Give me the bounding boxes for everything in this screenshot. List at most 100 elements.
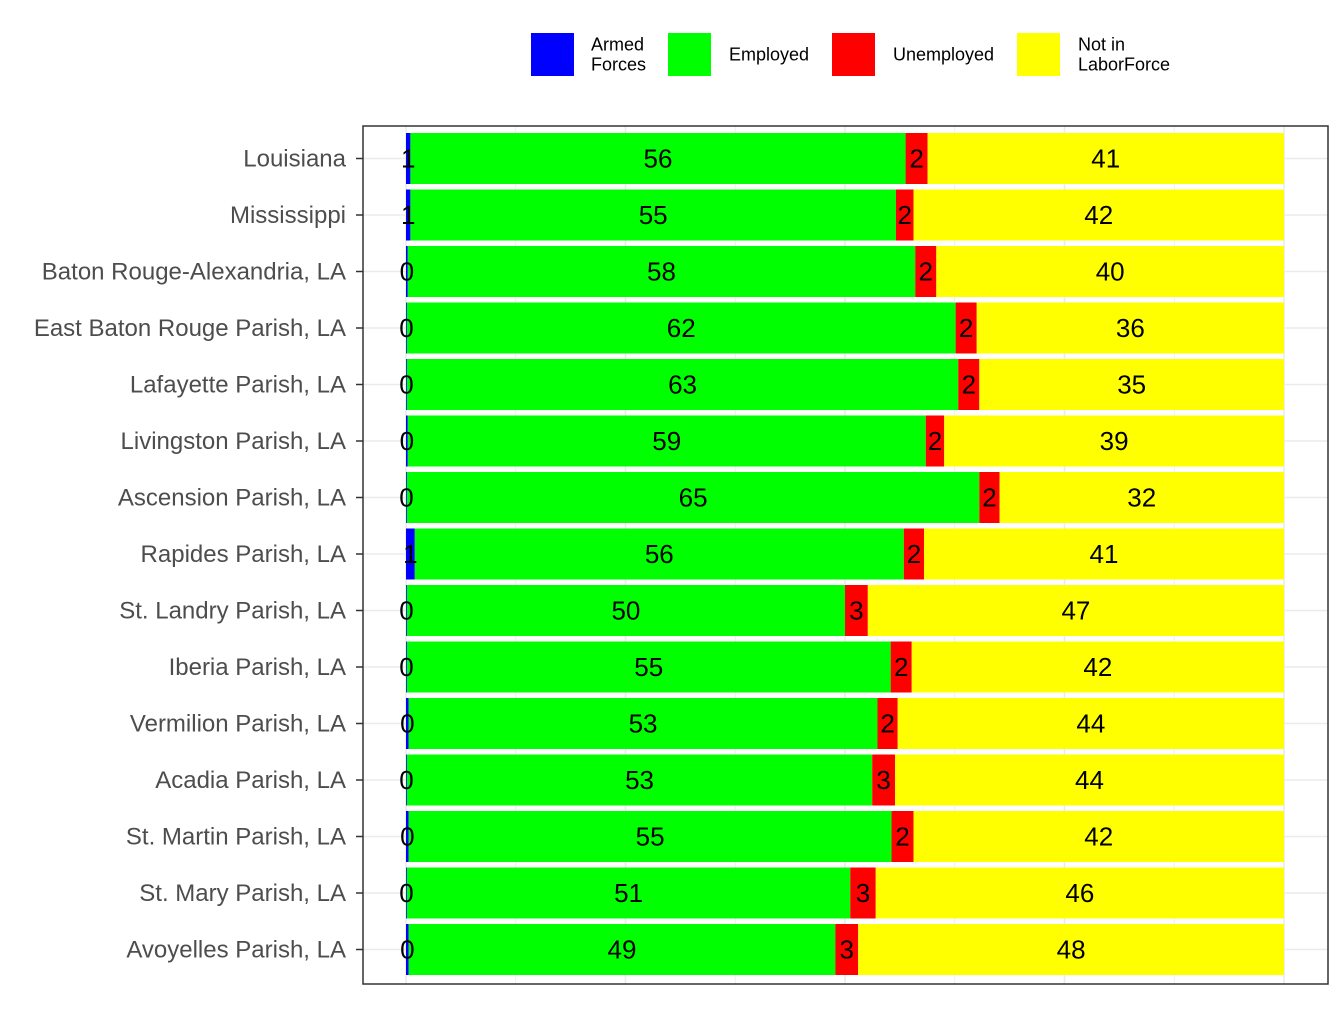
- bar-segment-not-in-laborforce: [976, 302, 1284, 354]
- data-label: 53: [625, 765, 654, 795]
- data-label: 2: [895, 822, 909, 852]
- bar-segment-employed: [407, 415, 926, 467]
- bar-segment-not-in-laborforce: [858, 924, 1284, 975]
- bar-segment-unemployed: [872, 754, 896, 806]
- data-label: 0: [399, 878, 413, 908]
- bar-segment-armed-forces: [406, 415, 408, 467]
- bar-segment-not-in-laborforce: [944, 415, 1284, 467]
- bar-segment-employed: [410, 189, 896, 241]
- bar-segment-unemployed: [890, 641, 912, 693]
- bar-segment-armed-forces: [406, 189, 411, 241]
- legend-key-not-in-laborforce: [1017, 33, 1060, 76]
- data-label: 55: [636, 822, 665, 852]
- data-label: 59: [652, 426, 681, 456]
- bar-segment-employed: [406, 754, 873, 806]
- data-label: 46: [1065, 878, 1094, 908]
- category-label: Rapides Parish, LA: [141, 541, 346, 568]
- category-label: Livingston Parish, LA: [121, 428, 346, 455]
- data-label: 3: [856, 878, 870, 908]
- data-label: 58: [647, 257, 676, 287]
- bar-segment-not-in-laborforce: [913, 189, 1284, 241]
- bar-segment-armed-forces: [406, 867, 407, 919]
- data-label: 0: [400, 935, 414, 965]
- bar-segment-unemployed: [915, 246, 937, 297]
- category-label: East Baton Rouge Parish, LA: [34, 315, 346, 342]
- data-label: 2: [982, 483, 996, 513]
- bar-segment-unemployed: [955, 302, 977, 354]
- category-label: Louisiana: [243, 146, 346, 173]
- legend-label: Forces: [591, 55, 646, 75]
- legend-key-armed-forces: [531, 33, 574, 76]
- category-label: Iberia Parish, LA: [169, 654, 346, 681]
- legend-key-unemployed: [832, 33, 875, 76]
- data-label: 3: [876, 765, 890, 795]
- bar-segment-not-in-laborforce: [897, 698, 1284, 749]
- bar-segment-not-in-laborforce: [999, 472, 1284, 523]
- data-label: 3: [849, 596, 863, 626]
- bar-segment-armed-forces: [406, 698, 409, 749]
- data-label: 51: [614, 878, 643, 908]
- legend-label: LaborForce: [1078, 55, 1170, 75]
- data-label: 0: [399, 652, 413, 682]
- data-label: 32: [1127, 483, 1156, 513]
- legend-label: Not in: [1078, 35, 1125, 55]
- data-label: 0: [400, 426, 414, 456]
- category-label: Ascension Parish, LA: [118, 485, 346, 512]
- data-label: 0: [400, 709, 414, 739]
- data-label: 2: [928, 426, 942, 456]
- data-label: 35: [1117, 370, 1146, 400]
- data-label: 41: [1090, 539, 1119, 569]
- bar-segment-unemployed: [895, 189, 914, 241]
- category-label: Mississippi: [230, 202, 346, 229]
- bar-segment-armed-forces: [406, 585, 407, 636]
- bar-segment-employed: [407, 246, 916, 297]
- data-label: 42: [1084, 822, 1113, 852]
- data-label: 0: [400, 822, 414, 852]
- data-label: 2: [897, 200, 911, 230]
- data-label: 55: [639, 200, 668, 230]
- data-label: 3: [840, 935, 854, 965]
- bar-segment-unemployed: [979, 472, 1000, 523]
- legend-label: Armed: [591, 35, 644, 55]
- data-label: 47: [1061, 596, 1090, 626]
- data-label: 62: [667, 313, 696, 343]
- data-label: 53: [629, 709, 658, 739]
- panel-border: [362, 125, 1329, 985]
- data-label: 0: [399, 313, 413, 343]
- data-label: 2: [909, 144, 923, 174]
- data-label: 44: [1076, 709, 1105, 739]
- category-label: Avoyelles Parish, LA: [126, 937, 346, 964]
- bar-segment-employed: [406, 585, 845, 636]
- bar-segment-employed: [408, 811, 892, 862]
- data-label: 44: [1075, 765, 1104, 795]
- bar-segment-not-in-laborforce: [895, 754, 1284, 806]
- data-label: 55: [634, 652, 663, 682]
- bar-segment-armed-forces: [406, 641, 407, 693]
- bar-segment-not-in-laborforce: [979, 359, 1284, 410]
- bar-segment-employed: [410, 133, 906, 184]
- data-label: 0: [399, 483, 413, 513]
- bar-segment-armed-forces: [406, 924, 409, 975]
- data-label: 65: [679, 483, 708, 513]
- bar-segment-unemployed: [835, 924, 859, 975]
- data-label: 48: [1057, 935, 1086, 965]
- bar-segment-armed-forces: [406, 811, 409, 862]
- bar-segment-armed-forces: [406, 528, 415, 580]
- data-label: 2: [907, 539, 921, 569]
- bar-segment-armed-forces: [406, 302, 407, 354]
- data-label: 0: [400, 257, 414, 287]
- bar-segment-unemployed: [850, 867, 876, 919]
- legend-label: Unemployed: [893, 45, 994, 65]
- bar-segment-not-in-laborforce: [913, 811, 1284, 862]
- bar-segment-employed: [406, 359, 959, 410]
- data-label: 56: [644, 144, 673, 174]
- bar-segment-armed-forces: [406, 133, 411, 184]
- bar-segment-employed: [408, 924, 836, 975]
- bar-segment-unemployed: [925, 415, 945, 467]
- bar-segment-armed-forces: [406, 754, 407, 806]
- y-axis: Louisiana Mississippi Baton Rouge-Alexandr…: [34, 146, 363, 964]
- data-label: 1: [401, 144, 415, 174]
- data-label: 2: [894, 652, 908, 682]
